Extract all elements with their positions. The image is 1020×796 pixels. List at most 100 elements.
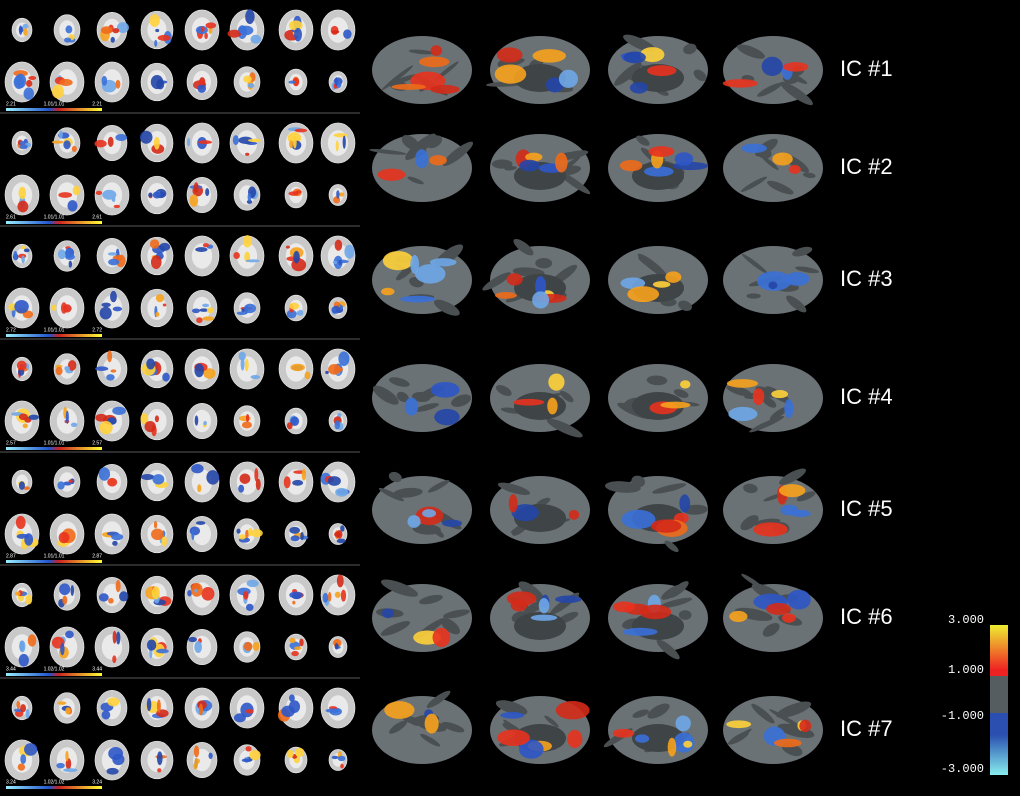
cortical-surface [372,36,472,104]
sulcus [381,65,414,91]
surface-blob [683,740,693,748]
surface-blob [766,602,791,615]
colorbar-neutral [990,676,1008,713]
activation-blob [299,638,304,647]
slice-scale-mid: 1.01/1.01 [44,440,65,446]
activation-blob [202,243,209,248]
surface-blob [547,397,558,415]
activation-blob [289,637,296,643]
sulcus [776,701,812,718]
activation-blob [336,529,343,539]
sulcus [482,272,511,291]
activation-blob [189,526,201,536]
activation-blob [17,763,26,771]
sulcus [407,176,424,185]
activation-blob [202,316,215,321]
activation-blob [68,260,73,268]
surface-blob [494,64,527,84]
surface-blob [410,254,420,274]
slice-scale-max: 2.57 [92,440,102,446]
activation-blob [194,363,205,378]
surface-blob [538,597,550,614]
sulcus [560,390,574,403]
sulcus [392,487,423,498]
surface-blob [782,613,796,623]
surface-blob [674,152,694,166]
activation-blob [28,75,37,81]
activation-blob [292,600,296,605]
sulcus [638,257,661,273]
activation-blob [336,538,346,544]
surface-blob [647,65,677,77]
activation-blob [112,28,120,34]
activation-blob [116,254,126,268]
sulcus [727,728,752,745]
activation-blob [335,487,349,497]
activation-blob [94,139,107,148]
activation-blob [110,369,117,373]
activation-blob [112,306,123,312]
activation-blob [153,520,158,529]
activation-blob [334,643,339,650]
activation-blob [110,36,115,43]
surface-blob [612,601,636,613]
activation-blob [148,192,153,198]
activation-blob [139,130,153,144]
activation-blob [304,371,311,380]
surface-blob [612,728,635,738]
surface-blob [558,69,578,88]
activation-blob [95,413,108,422]
activation-blob [205,188,210,197]
slice-scale-max: 2.87 [92,553,102,559]
activation-blob [197,484,202,493]
activation-blob [198,140,213,145]
activation-blob [194,758,200,764]
activation-blob [232,135,239,146]
surface-blob [530,614,558,621]
sulcus [427,480,450,493]
surface-blob [419,56,450,68]
activation-blob [335,140,339,152]
activation-blob [154,39,158,47]
surface-blob [768,281,778,290]
activation-blob [64,37,72,43]
slice-scale-max: 2.61 [92,214,102,220]
activation-blob [193,762,198,770]
activation-blob [57,481,65,490]
slice-scale-mid: 1.01/1.01 [44,214,65,220]
activation-blob [334,239,343,251]
component-row: 2.61 1.01/1.01 2.61 IC #2 [0,112,893,224]
activation-blob [23,28,28,36]
activation-blob [101,710,111,720]
sulcus [535,258,553,269]
activation-blob [67,200,78,212]
sulcus [736,44,765,59]
activation-blob [20,245,26,250]
activation-blob [115,134,128,142]
surface-blob [644,166,674,177]
surface-blob [555,701,590,720]
surface-blob [506,273,523,286]
activation-blob [336,574,344,588]
sulcus [426,690,451,708]
component-row: 2.72 1.01/1.01 2.72 IC #3 [0,225,893,337]
sulcus [740,515,759,531]
activation-blob [208,752,213,759]
surface-blob [430,381,460,398]
surface-blob [422,509,436,518]
activation-blob [51,140,64,144]
surface-blob [407,515,421,528]
activation-blob [336,190,340,199]
sulcus [604,481,641,493]
activation-blob [51,84,64,99]
activation-blob [238,534,246,540]
activation-blob [151,528,164,541]
surface-blob [500,711,525,719]
sulcus [441,721,465,733]
activation-blob [338,351,350,367]
sulcus [389,720,408,734]
activation-blob [108,258,120,266]
activation-blob [252,641,260,651]
slice-scale-bar [6,334,102,337]
activation-blob [289,526,301,534]
